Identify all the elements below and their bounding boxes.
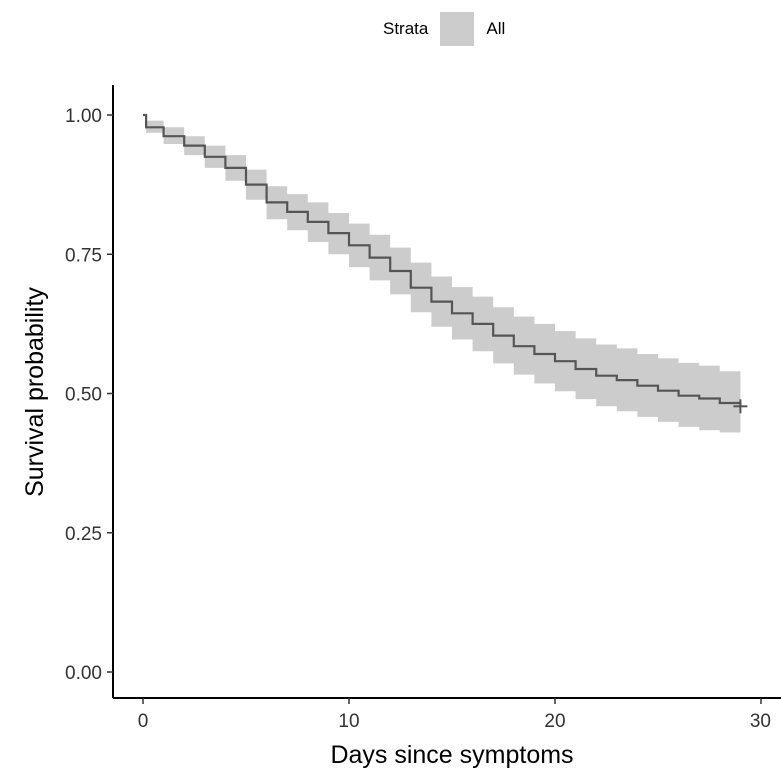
y-axis-title: Survival probability (21, 287, 49, 497)
survival-curve (143, 113, 742, 407)
y-tick-label: 1.00 (65, 106, 102, 127)
tick-labels: 0.00 0.25 0.50 0.75 1.00 0 10 20 30 (65, 106, 771, 732)
x-axis-title: Days since symptoms (330, 741, 573, 769)
legend-key-swatch (440, 12, 475, 46)
x-tick-label: 20 (544, 711, 565, 732)
axes (107, 85, 781, 704)
x-tick-label: 30 (750, 711, 771, 732)
y-tick-label: 0.25 (65, 524, 102, 545)
legend-title: Strata (383, 19, 429, 38)
y-tick-label: 0.00 (65, 663, 102, 684)
confidence-band-layer (143, 115, 741, 435)
x-tick-label: 0 (138, 711, 149, 732)
legend-label: All (486, 19, 506, 38)
y-tick-label: 0.75 (65, 245, 102, 266)
survival-curve-layer (143, 113, 748, 414)
x-tick-label: 10 (338, 711, 359, 732)
y-tick-label: 0.50 (65, 385, 102, 406)
legend: Strata All (383, 12, 505, 46)
censor-mark (733, 399, 748, 414)
confidence-band (143, 115, 741, 435)
